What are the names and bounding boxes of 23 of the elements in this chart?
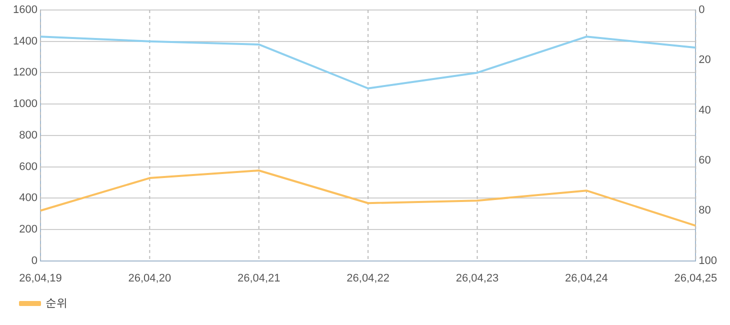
- legend-label: 순위: [46, 298, 68, 310]
- x-tick-label: 26,04,24: [565, 272, 608, 284]
- x-tick-label: 26,04,22: [346, 272, 390, 284]
- y2-tick-label: 80: [698, 204, 711, 217]
- y-tick-label: 200: [19, 223, 38, 236]
- y-tick-label: 0: [31, 254, 38, 267]
- y-tick-label: 600: [19, 160, 38, 173]
- y2-tick-label: 60: [698, 154, 711, 167]
- y2-tick-label: 0: [698, 4, 705, 16]
- x-tick-label: 26,04,25: [674, 272, 718, 284]
- x-tick-label: 26,04,21: [237, 272, 280, 284]
- y2-tick-label: 100: [698, 254, 718, 267]
- y-tick-label: 1200: [12, 66, 38, 79]
- x-tick-label: 26,04,23: [456, 272, 499, 284]
- y-tick-label: 1600: [12, 4, 38, 16]
- y2-tick-label: 20: [698, 54, 711, 66]
- y-tick-label: 400: [19, 192, 38, 204]
- x-tick-label: 26,04,20: [128, 272, 172, 284]
- y-tick-label: 1400: [12, 35, 38, 48]
- y-tick-label: 800: [19, 129, 38, 142]
- y-tick-label: 1000: [12, 98, 38, 110]
- x-tick-label: 26,04,19: [19, 272, 62, 284]
- y2-tick-label: 40: [698, 104, 711, 116]
